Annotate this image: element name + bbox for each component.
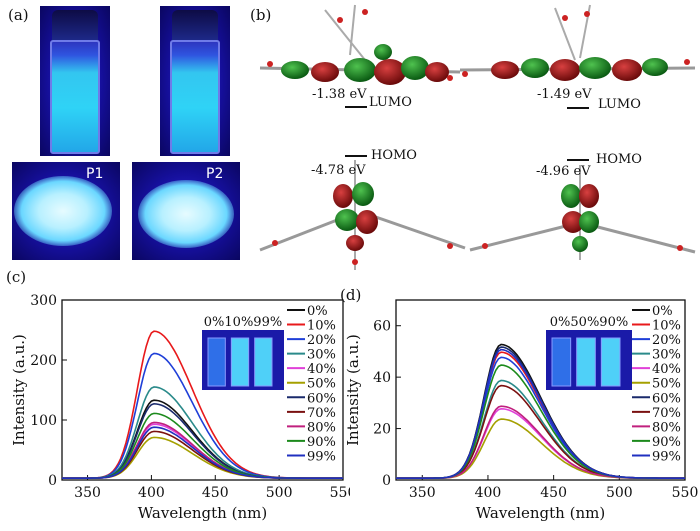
series-line-80pct: [62, 421, 343, 479]
x-tick-label: 500: [266, 485, 293, 501]
vial-cap: [172, 10, 218, 42]
legend-label: 80%: [307, 420, 336, 435]
homo-label-left: HOMO: [371, 148, 417, 163]
y-tick-label: 20: [373, 422, 391, 438]
y-tick-label: 40: [373, 370, 391, 386]
panel-label-d: (d): [340, 286, 362, 304]
y-axis-label: Intensity (a.u.): [344, 334, 362, 446]
legend-label: 0%: [652, 304, 673, 319]
powder-pile: [138, 180, 234, 248]
lumo-energy-left: -1.38 eV: [312, 87, 367, 102]
legend-label: 40%: [652, 362, 681, 377]
y-tick-label: 200: [30, 353, 57, 369]
legend-label: 20%: [307, 333, 336, 348]
inset-vial: [551, 337, 572, 387]
inset-vial: [254, 337, 273, 387]
homo-energy-right: -4.96 eV: [536, 164, 591, 179]
x-axis-label: Wavelength (nm): [138, 504, 267, 522]
series-line-50pct: [396, 418, 685, 479]
x-tick-label: 350: [74, 485, 101, 501]
photo-tag-p1: P1: [86, 166, 104, 182]
plot-frame: [395, 299, 686, 481]
y-tick-label: 60: [373, 319, 391, 335]
x-tick-label: 450: [202, 485, 229, 501]
x-tick-label: 400: [475, 485, 502, 501]
series-line-30pct: [62, 386, 343, 479]
powder-pile: [14, 176, 112, 246]
panel-label-b: (b): [250, 6, 272, 24]
lumo-label-right: LUMO: [598, 97, 641, 112]
x-tick-label: 550: [330, 485, 350, 501]
lumo-label-left: LUMO: [369, 95, 412, 110]
vial-solution: [170, 40, 220, 154]
orbital-diagram: [259, 4, 696, 270]
vial-photo-p1: [40, 6, 110, 156]
legend-label: 0%: [307, 304, 328, 319]
panel-label-a: (a): [8, 6, 29, 24]
powder-photo-p1: P1: [12, 162, 120, 260]
series-line-99pct: [62, 426, 343, 479]
inset-label: 0%50%90%: [550, 315, 628, 330]
spectrum-chart-c: 350 400 450 500 550 0 100 200 300 Wavelength (nm)…: [10, 293, 350, 522]
series-line-10pct: [396, 351, 685, 479]
legend-label: 50%: [652, 377, 681, 392]
inset-vial: [207, 337, 226, 387]
x-tick-label: 550: [672, 485, 699, 501]
y-tick-label: 0: [48, 473, 57, 489]
legend-label: 99%: [652, 449, 681, 464]
legend-label: 40%: [307, 362, 336, 377]
x-axis-label: Wavelength (nm): [476, 504, 605, 522]
inset-vial: [600, 337, 621, 387]
y-tick-label: 0: [382, 473, 391, 489]
x-tick-label: 450: [540, 485, 567, 501]
series-line-99pct: [396, 348, 685, 479]
legend-label: 10%: [307, 319, 336, 334]
lumo-molecule-left: [259, 4, 461, 85]
lumo-energy-right: -1.49 eV: [537, 87, 592, 102]
inset-vial: [230, 337, 250, 387]
legend-label: 99%: [307, 449, 336, 464]
y-axis-label: Intensity (a.u.): [10, 334, 28, 446]
inset-label: 0%10%99%: [204, 315, 282, 330]
lumo-molecule-right: [459, 4, 696, 81]
legend-label: 90%: [652, 435, 681, 450]
legend-label: 80%: [652, 420, 681, 435]
x-tick-label: 500: [606, 485, 633, 501]
legend-label: 20%: [652, 333, 681, 348]
inset-vial: [576, 337, 596, 387]
series-line-40pct: [62, 423, 343, 479]
legend-label: 60%: [652, 391, 681, 406]
spectrum-chart-d: 350 400 450 500 550 0 20 40 60 Wavelength (nm) Int…: [344, 299, 699, 522]
y-tick-label: 300: [30, 293, 57, 309]
photo-tag-p2: P2: [206, 166, 224, 182]
legend-label: 60%: [307, 391, 336, 406]
vial-cap: [52, 10, 98, 42]
vial-photo-p2: [160, 6, 230, 156]
legend-label: 70%: [652, 406, 681, 421]
y-tick-label: 100: [30, 413, 57, 429]
panel-label-c: (c): [6, 268, 27, 286]
plot-frame: [61, 299, 344, 481]
powder-photo-p2: P2: [132, 162, 240, 260]
legend-label: 70%: [307, 406, 336, 421]
homo-label-right: HOMO: [596, 152, 642, 167]
legend-label: 90%: [307, 435, 336, 450]
legend-label: 10%: [652, 319, 681, 334]
series-line-30pct: [396, 379, 685, 479]
homo-energy-left: -4.78 eV: [311, 163, 366, 178]
vial-solution: [50, 40, 100, 154]
legend-label: 50%: [307, 377, 336, 392]
legend-label: 30%: [652, 348, 681, 363]
legend-label: 30%: [307, 348, 336, 363]
x-tick-label: 400: [138, 485, 165, 501]
homo-molecule-right: [469, 165, 696, 260]
homo-molecule-left: [259, 160, 466, 270]
x-tick-label: 350: [409, 485, 436, 501]
